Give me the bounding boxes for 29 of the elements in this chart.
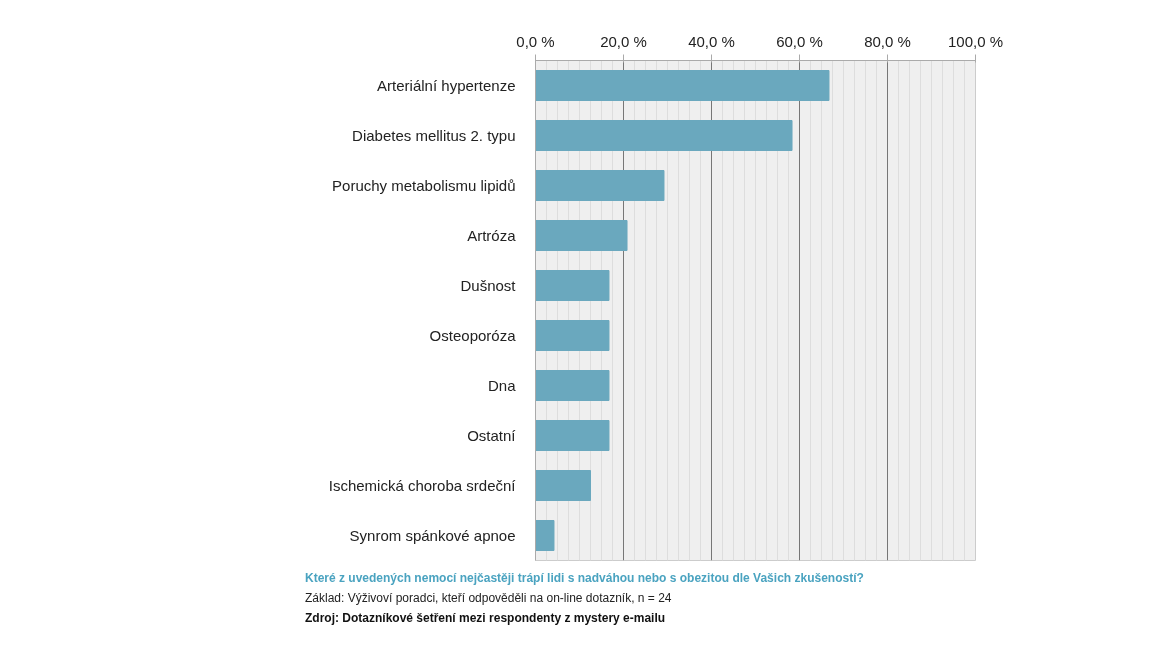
bar [535, 170, 665, 201]
y-tick-label: Osteoporóza [429, 327, 517, 344]
x-tick-label: 80,0 % [864, 32, 911, 50]
bar [535, 470, 591, 501]
text: Které z uvedených nemocí nejčastěji trápí lidi s nadváhou nebo s obezitou dle Vašich zkušeností? [305, 570, 864, 587]
bar [535, 220, 628, 251]
y-tick-label: Artróza [467, 227, 517, 244]
text: Zdroj: Dotazníkové šetření mezi respondenty z mystery e-mailu [305, 610, 666, 627]
bar [535, 320, 610, 351]
y-tick-label: Dna [487, 377, 517, 394]
y-tick-label: Poruchy metabolismu lipidů [332, 177, 516, 194]
y-tick-label: Diabetes mellitus 2. typu [352, 127, 516, 144]
y-tick-label: Ischemická choroba srdeční [328, 477, 517, 494]
bar [535, 270, 610, 301]
x-tick-label: 60,0 % [776, 32, 823, 50]
y-tick-label: Synrom spánkové apnoe [349, 527, 516, 544]
bar [535, 120, 793, 151]
bar [535, 520, 555, 551]
bar [535, 420, 610, 451]
y-tick-label: Ostatní [467, 427, 517, 444]
x-tick-label: 100,0 % [947, 32, 1004, 50]
y-tick-label: Dušnost [460, 277, 517, 294]
x-tick-label: 0,0 % [516, 32, 555, 50]
bar [535, 70, 830, 101]
x-tick-label: 20,0 % [600, 32, 647, 50]
y-tick-label: Arteriální hypertenze [377, 77, 516, 94]
x-tick-label: 40,0 % [688, 32, 735, 50]
text: Základ: Výživoví poradci, kteří odpověděli na on-line dotazník, n = 24 [305, 590, 672, 607]
bar [535, 370, 610, 401]
